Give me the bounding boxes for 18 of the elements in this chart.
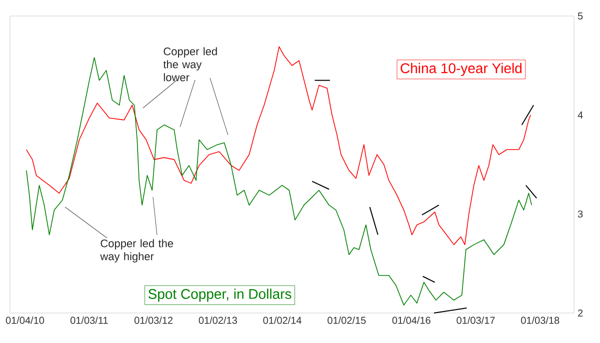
x-tick-label: 01/02/14: [263, 316, 302, 324]
x-tick-label: 01/03/11: [70, 316, 108, 324]
y-tick-label: 4: [578, 112, 583, 118]
y-tick-label: 2: [578, 310, 583, 316]
x-tick-label: 01/02/15: [328, 316, 366, 324]
x-tick-label: 01/03/17: [456, 316, 495, 324]
x-tick-label: 01/04/10: [6, 316, 44, 324]
y-tick-label: 3: [578, 210, 583, 218]
text: China 10-year Yield: [400, 62, 522, 76]
x-tick-label: 01/04/16: [392, 316, 430, 324]
y-tick-label: 5: [578, 12, 583, 20]
x-tick-label: 01/03/18: [521, 316, 560, 324]
line-series: [26, 57, 532, 306]
annotation: Copper led the way higher: [100, 239, 174, 262]
x-tick-label: 01/02/13: [198, 316, 237, 324]
annotation: Copper led the way lower: [163, 47, 217, 82]
x-tick-label: 01/03/12: [134, 316, 173, 324]
text: Spot Copper, in Dollars: [148, 288, 292, 302]
